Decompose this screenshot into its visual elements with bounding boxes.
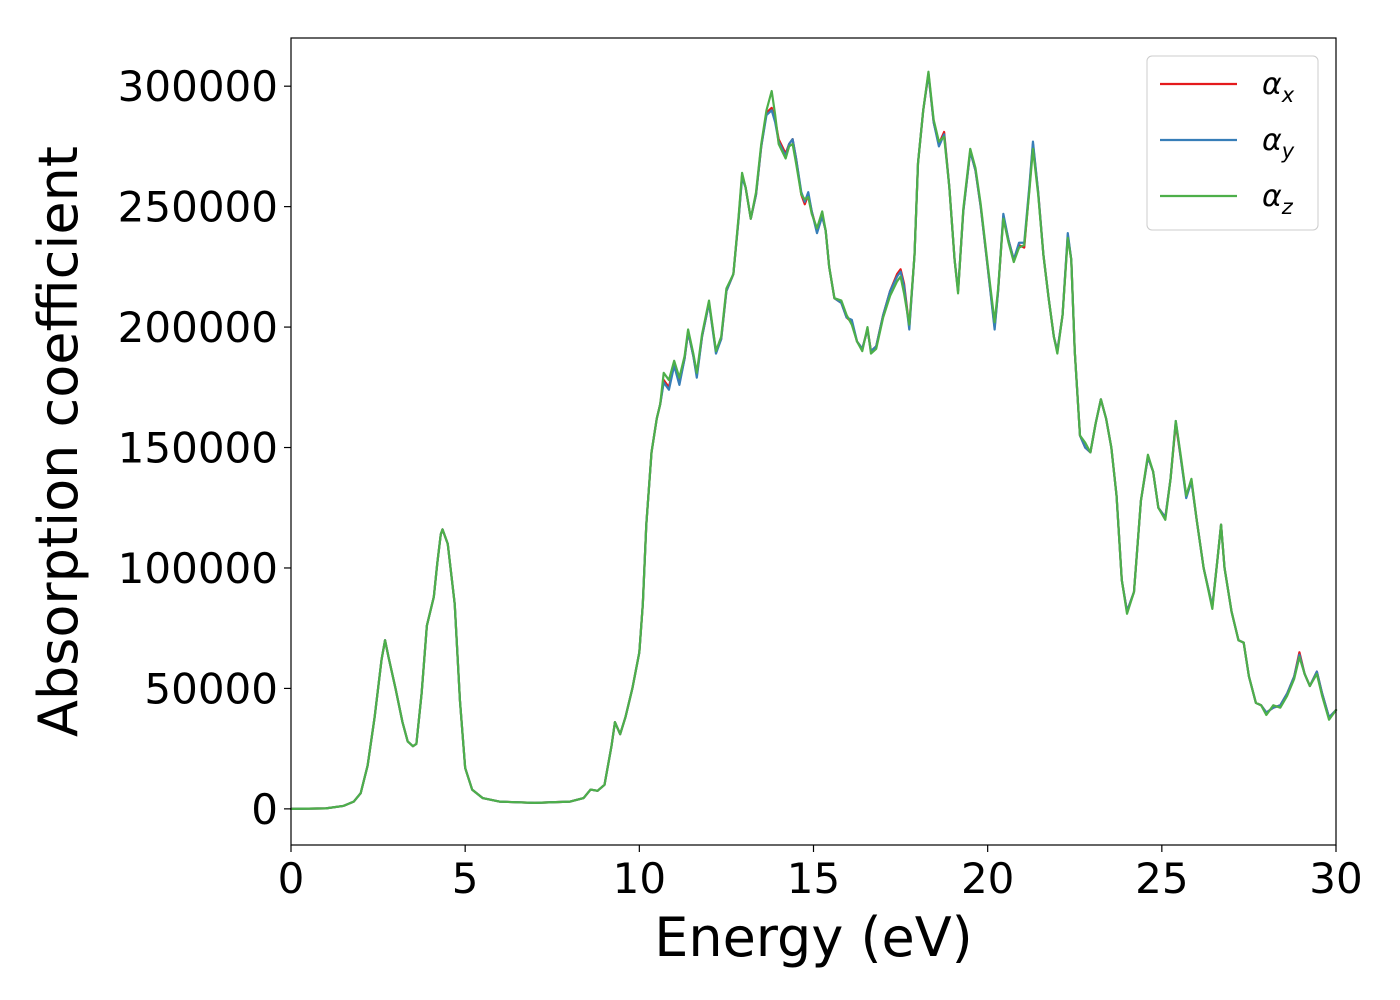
y-tick-label: 0 bbox=[251, 785, 278, 834]
y-axis-ticks: 0 50000 100000 150000 200000 250000 300000 bbox=[118, 62, 291, 834]
legend-symbol: α bbox=[1262, 67, 1282, 102]
x-tick-label: 5 bbox=[452, 854, 479, 903]
legend-subscript: y bbox=[1281, 139, 1295, 163]
x-tick-label: 30 bbox=[1309, 854, 1362, 903]
y-tick-label: 200000 bbox=[118, 303, 278, 352]
x-axis-ticks: 0 5 10 15 20 25 30 bbox=[278, 845, 1363, 903]
series-layer bbox=[289, 70, 1338, 810]
y-tick-label: 150000 bbox=[118, 424, 278, 473]
x-tick-label: 15 bbox=[787, 854, 840, 903]
legend-box bbox=[1146, 55, 1319, 231]
legend-symbol: α bbox=[1262, 179, 1282, 214]
x-tick-label: 10 bbox=[613, 854, 666, 903]
y-tick-label: 50000 bbox=[144, 664, 278, 713]
legend-subscript: z bbox=[1281, 195, 1294, 219]
x-tick-label: 20 bbox=[961, 854, 1014, 903]
y-tick-label: 250000 bbox=[118, 183, 278, 232]
legend-symbol: α bbox=[1262, 123, 1282, 158]
y-axis-title: Absorption coefficient bbox=[27, 146, 90, 737]
legend-label-y: αy bbox=[1262, 123, 1295, 163]
y-tick-label: 100000 bbox=[118, 544, 278, 593]
legend-subscript: x bbox=[1281, 83, 1295, 107]
x-tick-label: 0 bbox=[278, 854, 305, 903]
y-tick-label: 300000 bbox=[118, 62, 278, 111]
legend-label-z: αz bbox=[1262, 179, 1294, 219]
x-axis-title: Energy (eV) bbox=[654, 906, 973, 969]
x-tick-label: 25 bbox=[1135, 854, 1188, 903]
legend-label-x: αx bbox=[1262, 67, 1295, 107]
series-line-z bbox=[289, 70, 1338, 810]
